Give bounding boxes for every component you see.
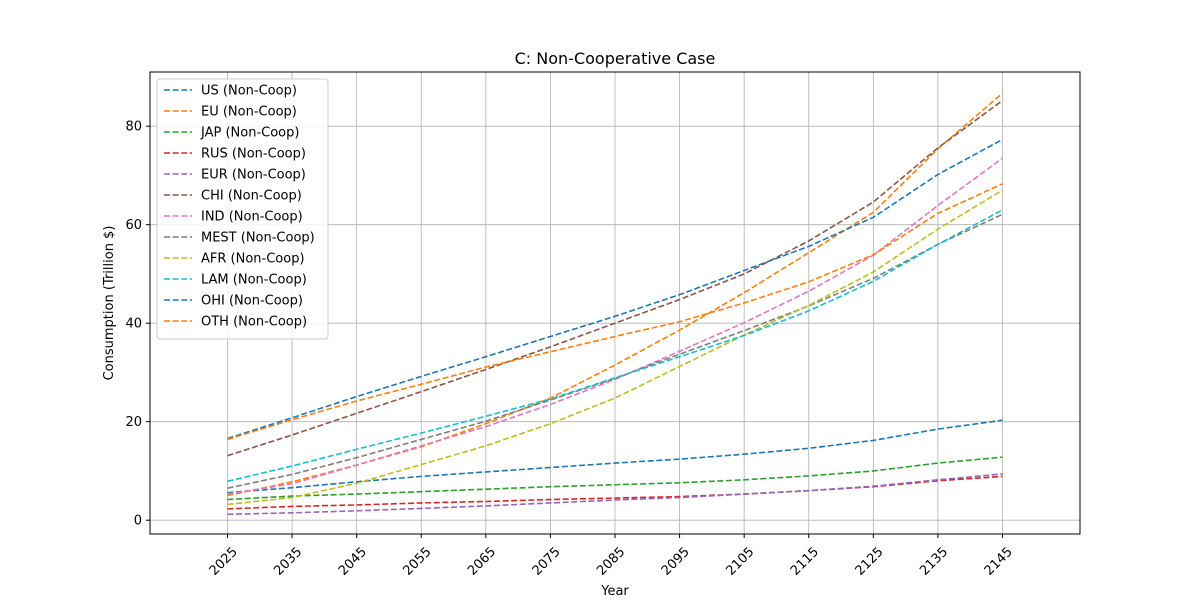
series-line-7 — [227, 213, 1003, 489]
legend-label: MEST (Non-Coop) — [201, 231, 315, 246]
legend-label: LAM (Non-Coop) — [201, 273, 307, 288]
legend-label: US (Non-Coop) — [201, 84, 297, 99]
y-tick-label: 60 — [125, 218, 142, 233]
legend-label: CHI (Non-Coop) — [201, 189, 302, 204]
legend: US (Non-Coop) EU (Non-Coop) JAP (Non-Coop)… — [156, 78, 329, 340]
legend-label: IND (Non-Coop) — [201, 210, 303, 225]
legend-label: EUR (Non-Coop) — [201, 168, 306, 183]
legend-label: JAP (Non-Coop) — [200, 126, 299, 141]
legend-box — [156, 78, 329, 340]
chart-title: C: Non-Cooperative Case — [515, 49, 716, 68]
series-line-2 — [227, 456, 1003, 501]
series-line-4 — [227, 473, 1003, 516]
y-tick-label: 0 — [134, 514, 142, 529]
legend-label: AFR (Non-Coop) — [201, 252, 305, 267]
series-line-10 — [227, 138, 1003, 440]
legend-label: OHI (Non-Coop) — [201, 294, 303, 309]
series-lines — [227, 92, 1004, 516]
series-line-11 — [227, 183, 1003, 441]
legend-label: EU (Non-Coop) — [201, 105, 297, 120]
series-line-8 — [227, 189, 1003, 506]
legend-label: OTH (Non-Coop) — [201, 315, 307, 330]
y-axis-label: Consumption (Trillion $) — [102, 226, 117, 381]
x-axis-label: Year — [600, 584, 629, 599]
series-line-9 — [227, 209, 1003, 483]
series-line-0 — [227, 419, 1003, 494]
y-tick-label: 40 — [125, 317, 142, 332]
series-line-5 — [227, 99, 1003, 457]
y-tick-label: 80 — [125, 120, 142, 135]
y-tick-label: 20 — [125, 415, 142, 430]
legend-label: RUS (Non-Coop) — [201, 147, 306, 162]
